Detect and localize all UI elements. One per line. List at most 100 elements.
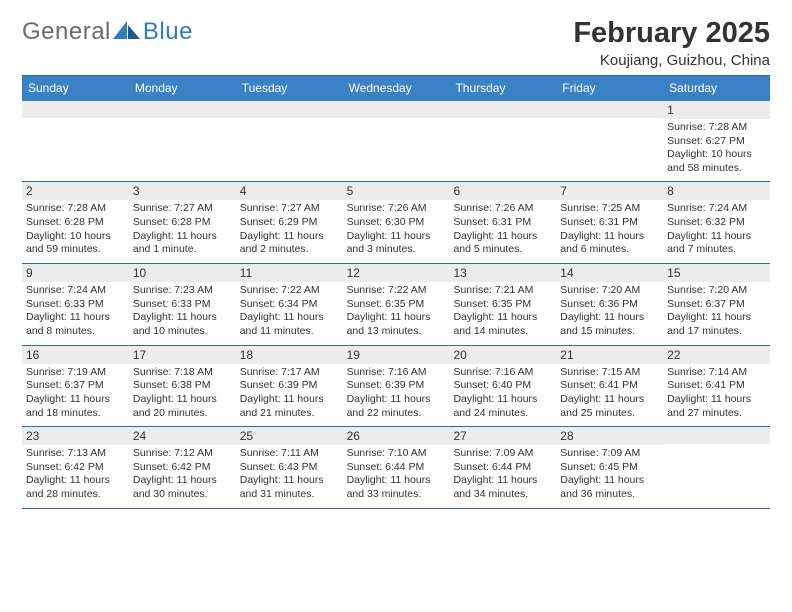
day-cell: 2Sunrise: 7:28 AMSunset: 6:28 PMDaylight… <box>22 182 129 263</box>
day-info: Sunrise: 7:24 AMSunset: 6:32 PMDaylight:… <box>667 202 766 257</box>
day-number: 27 <box>449 427 556 445</box>
sunset-text: Sunset: 6:35 PM <box>453 298 552 312</box>
sunrise-text: Sunrise: 7:16 AM <box>453 366 552 380</box>
daylight-text: Daylight: 11 hours and 6 minutes. <box>560 230 659 257</box>
sunrise-text: Sunrise: 7:23 AM <box>133 284 232 298</box>
day-number <box>449 101 556 118</box>
day-number: 15 <box>663 264 770 282</box>
sunset-text: Sunset: 6:39 PM <box>240 379 339 393</box>
title-block: February 2025 Koujiang, Guizhou, China <box>573 18 770 69</box>
daylight-text: Daylight: 11 hours and 8 minutes. <box>26 311 125 338</box>
day-number: 18 <box>236 346 343 364</box>
day-cell: 6Sunrise: 7:26 AMSunset: 6:31 PMDaylight… <box>449 182 556 263</box>
sunrise-text: Sunrise: 7:28 AM <box>667 121 766 135</box>
daylight-text: Daylight: 11 hours and 36 minutes. <box>560 474 659 501</box>
sunset-text: Sunset: 6:31 PM <box>453 216 552 230</box>
day-info: Sunrise: 7:26 AMSunset: 6:31 PMDaylight:… <box>453 202 552 257</box>
day-cell: 17Sunrise: 7:18 AMSunset: 6:38 PMDayligh… <box>129 346 236 427</box>
sunset-text: Sunset: 6:40 PM <box>453 379 552 393</box>
daylight-text: Daylight: 11 hours and 27 minutes. <box>667 393 766 420</box>
logo-word-2: Blue <box>143 18 193 46</box>
day-cell: 18 Sunrise: 7:17 AMSunset: 6:39 PMDayligh… <box>236 346 343 427</box>
day-info: Sunrise: 7:14 AMSunset: 6:41 PMDaylight:… <box>667 366 766 421</box>
day-info: Sunrise: 7:28 AMSunset: 6:27 PMDaylight:… <box>667 121 766 176</box>
day-info: Sunrise: 7:12 AMSunset: 6:42 PMDaylight:… <box>133 447 232 502</box>
sunset-text: Sunset: 6:41 PM <box>667 379 766 393</box>
day-info: Sunrise: 7:19 AMSunset: 6:37 PMDaylight:… <box>26 366 125 421</box>
sunrise-text: Sunrise: 7:24 AM <box>667 202 766 216</box>
day-info: Sunrise: 7:16 AMSunset: 6:40 PMDaylight:… <box>453 366 552 421</box>
daylight-text: Daylight: 11 hours and 30 minutes. <box>133 474 232 501</box>
daylight-text: Daylight: 11 hours and 21 minutes. <box>240 393 339 420</box>
sunset-text: Sunset: 6:38 PM <box>133 379 232 393</box>
logo: General Blue <box>22 18 193 46</box>
sunset-text: Sunset: 6:39 PM <box>347 379 446 393</box>
day-info: Sunrise: 7:20 AMSunset: 6:36 PMDaylight:… <box>560 284 659 339</box>
day-of-week-header: Sunday Monday Tuesday Wednesday Thursday… <box>22 75 770 101</box>
daylight-text: Daylight: 11 hours and 24 minutes. <box>453 393 552 420</box>
sunset-text: Sunset: 6:37 PM <box>667 298 766 312</box>
day-number: 25 <box>236 427 343 445</box>
day-number: 9 <box>22 264 129 282</box>
day-cell: 3Sunrise: 7:27 AMSunset: 6:28 PMDaylight… <box>129 182 236 263</box>
sunset-text: Sunset: 6:42 PM <box>26 461 125 475</box>
week-row: 9 Sunrise: 7:24 AMSunset: 6:33 PMDaylight… <box>22 264 770 346</box>
day-number <box>236 101 343 118</box>
daylight-text: Daylight: 11 hours and 11 minutes. <box>240 311 339 338</box>
day-cell: 24Sunrise: 7:12 AMSunset: 6:42 PMDayligh… <box>129 427 236 508</box>
sunrise-text: Sunrise: 7:22 AM <box>347 284 446 298</box>
day-number: 20 <box>449 346 556 364</box>
day-info: Sunrise: 7:24 AMSunset: 6:33 PMDaylight:… <box>26 284 125 339</box>
day-info: Sunrise: 7:21 AMSunset: 6:35 PMDaylight:… <box>453 284 552 339</box>
day-number: 11 <box>236 264 343 282</box>
sunrise-text: Sunrise: 7:09 AM <box>560 447 659 461</box>
daylight-text: Daylight: 11 hours and 18 minutes. <box>26 393 125 420</box>
day-info: Sunrise: 7:17 AMSunset: 6:39 PMDaylight:… <box>240 366 339 421</box>
daylight-text: Daylight: 11 hours and 5 minutes. <box>453 230 552 257</box>
day-info: Sunrise: 7:25 AMSunset: 6:31 PMDaylight:… <box>560 202 659 257</box>
sunrise-text: Sunrise: 7:11 AM <box>240 447 339 461</box>
dow-cell: Tuesday <box>236 76 343 101</box>
day-number <box>663 427 770 444</box>
day-info: Sunrise: 7:11 AMSunset: 6:43 PMDaylight:… <box>240 447 339 502</box>
sunrise-text: Sunrise: 7:27 AM <box>240 202 339 216</box>
logo-word-1: General <box>22 18 111 46</box>
day-cell: 21Sunrise: 7:15 AMSunset: 6:41 PMDayligh… <box>556 346 663 427</box>
sunset-text: Sunset: 6:42 PM <box>133 461 232 475</box>
daylight-text: Daylight: 11 hours and 3 minutes. <box>347 230 446 257</box>
day-number: 16 <box>22 346 129 364</box>
day-cell: 22Sunrise: 7:14 AMSunset: 6:41 PMDayligh… <box>663 346 770 427</box>
day-cell: 25 Sunrise: 7:11 AMSunset: 6:43 PMDayligh… <box>236 427 343 508</box>
dow-cell: Wednesday <box>343 76 450 101</box>
sunrise-text: Sunrise: 7:24 AM <box>26 284 125 298</box>
sunrise-text: Sunrise: 7:18 AM <box>133 366 232 380</box>
daylight-text: Daylight: 10 hours and 59 minutes. <box>26 230 125 257</box>
day-number: 1 <box>663 101 770 119</box>
day-cell: 19Sunrise: 7:16 AMSunset: 6:39 PMDayligh… <box>343 346 450 427</box>
daylight-text: Daylight: 11 hours and 17 minutes. <box>667 311 766 338</box>
day-number: 21 <box>556 346 663 364</box>
sunset-text: Sunset: 6:41 PM <box>560 379 659 393</box>
sunset-text: Sunset: 6:36 PM <box>560 298 659 312</box>
day-number: 13 <box>449 264 556 282</box>
day-info: Sunrise: 7:09 AMSunset: 6:44 PMDaylight:… <box>453 447 552 502</box>
day-number: 28 <box>556 427 663 445</box>
day-number: 8 <box>663 182 770 200</box>
dow-cell: Thursday <box>449 76 556 101</box>
day-info: Sunrise: 7:22 AMSunset: 6:34 PMDaylight:… <box>240 284 339 339</box>
dow-cell: Friday <box>556 76 663 101</box>
sunrise-text: Sunrise: 7:27 AM <box>133 202 232 216</box>
day-number: 10 <box>129 264 236 282</box>
sunset-text: Sunset: 6:44 PM <box>347 461 446 475</box>
day-info: Sunrise: 7:16 AMSunset: 6:39 PMDaylight:… <box>347 366 446 421</box>
sunset-text: Sunset: 6:34 PM <box>240 298 339 312</box>
day-number: 4 <box>236 182 343 200</box>
day-number <box>343 101 450 118</box>
daylight-text: Daylight: 11 hours and 10 minutes. <box>133 311 232 338</box>
sunset-text: Sunset: 6:32 PM <box>667 216 766 230</box>
sunrise-text: Sunrise: 7:17 AM <box>240 366 339 380</box>
day-cell <box>22 101 129 182</box>
daylight-text: Daylight: 10 hours and 58 minutes. <box>667 148 766 175</box>
sail-icon <box>113 21 141 39</box>
day-cell <box>663 427 770 508</box>
